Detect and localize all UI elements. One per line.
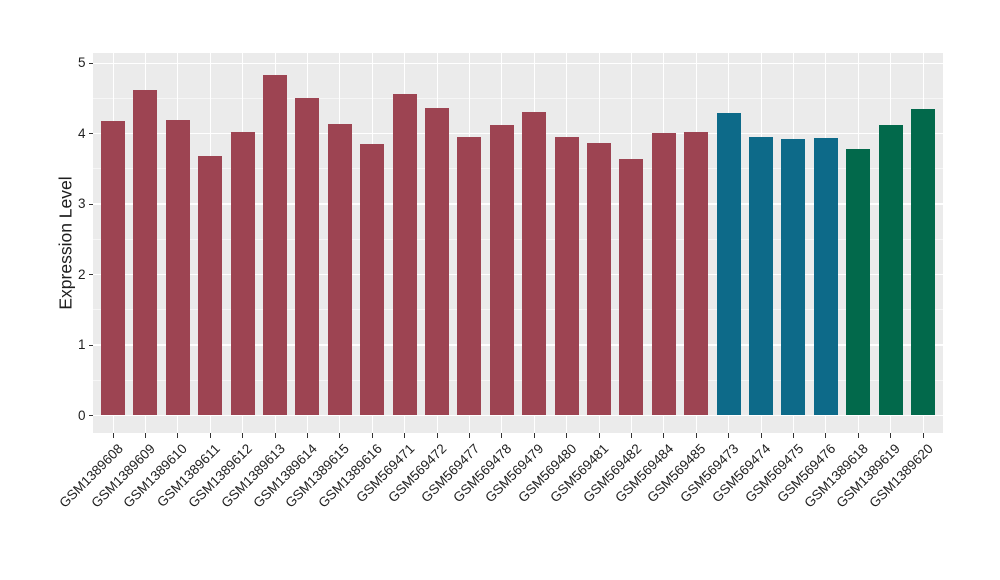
x-tick-mark xyxy=(112,433,114,438)
bar-GSM569485 xyxy=(684,132,709,416)
x-tick-mark xyxy=(663,433,665,438)
y-tick-mark xyxy=(88,415,93,416)
x-tick-mark xyxy=(242,433,244,438)
bar-GSM569484 xyxy=(651,133,676,416)
y-tick-label: 5 xyxy=(77,55,86,71)
y-tick-mark xyxy=(88,133,93,135)
x-tick-mark xyxy=(890,433,892,438)
bar-GSM569478 xyxy=(489,124,514,416)
minor-gridline xyxy=(93,238,943,240)
x-tick-mark xyxy=(468,433,470,438)
x-tick-mark xyxy=(857,433,859,438)
x-tick-mark xyxy=(598,433,600,438)
bar-GSM1389620 xyxy=(911,109,935,416)
bar-GSM1389611 xyxy=(198,155,223,416)
x-tick-mark xyxy=(760,433,762,438)
x-tick-mark xyxy=(209,433,211,438)
bar-GSM1389610 xyxy=(165,119,190,416)
bar-GSM569472 xyxy=(425,107,449,416)
x-tick-mark xyxy=(566,433,568,438)
bar-GSM569471 xyxy=(392,93,417,416)
major-gridline xyxy=(93,203,943,205)
x-tick-mark xyxy=(825,433,827,438)
major-gridline xyxy=(93,273,943,276)
bar-GSM569480 xyxy=(554,137,579,416)
x-tick-mark xyxy=(177,433,179,438)
x-tick-mark xyxy=(922,433,924,438)
bar-GSM569481 xyxy=(587,142,611,416)
x-tick-mark xyxy=(339,433,341,438)
bar-GSM569476 xyxy=(813,137,838,416)
bar-GSM1389613 xyxy=(263,75,287,416)
bar-GSM1389618 xyxy=(846,148,871,416)
x-tick-mark xyxy=(144,433,146,438)
major-gridline xyxy=(93,344,943,346)
bar-GSM569479 xyxy=(522,111,547,416)
y-tick-label: 0 xyxy=(77,407,86,423)
y-tick-label: 3 xyxy=(77,196,86,212)
minor-gridline xyxy=(93,379,943,381)
x-tick-mark xyxy=(501,433,503,438)
y-tick-mark xyxy=(88,203,93,205)
major-gridline xyxy=(93,62,943,65)
bar-GSM569474 xyxy=(749,137,773,416)
bar-GSM1389619 xyxy=(878,124,903,416)
y-tick-mark xyxy=(88,274,93,276)
x-tick-mark xyxy=(274,433,276,438)
major-gridline xyxy=(93,414,943,417)
y-tick-mark xyxy=(88,62,93,64)
x-tick-mark xyxy=(436,433,438,438)
bar-GSM1389612 xyxy=(230,132,255,416)
minor-gridline xyxy=(93,168,943,170)
bar-GSM1389614 xyxy=(295,97,320,416)
x-tick-mark xyxy=(630,433,632,438)
bar-GSM569475 xyxy=(781,139,806,416)
y-tick-label: 4 xyxy=(77,125,86,141)
y-tick-label: 1 xyxy=(77,337,86,353)
x-tick-mark xyxy=(533,433,535,438)
x-tick-mark xyxy=(306,433,308,438)
minor-gridline xyxy=(93,98,943,100)
x-tick-mark xyxy=(695,433,697,438)
major-gridline xyxy=(93,132,943,135)
bar-GSM569473 xyxy=(716,112,741,416)
x-tick-mark xyxy=(404,433,406,438)
bar-GSM569477 xyxy=(457,136,482,416)
x-tick-mark xyxy=(371,433,373,438)
bar-GSM1389609 xyxy=(133,90,158,416)
x-tick-mark xyxy=(728,433,730,438)
bar-GSM1389615 xyxy=(327,123,352,416)
y-tick-mark xyxy=(88,344,93,346)
bar-GSM569482 xyxy=(619,159,644,416)
bar-GSM1389608 xyxy=(101,121,125,416)
plot-panel xyxy=(93,53,943,433)
x-tick-mark xyxy=(792,433,794,438)
y-tick-label: 2 xyxy=(77,266,86,282)
minor-gridline xyxy=(93,309,943,311)
bar-GSM1389616 xyxy=(360,143,385,416)
